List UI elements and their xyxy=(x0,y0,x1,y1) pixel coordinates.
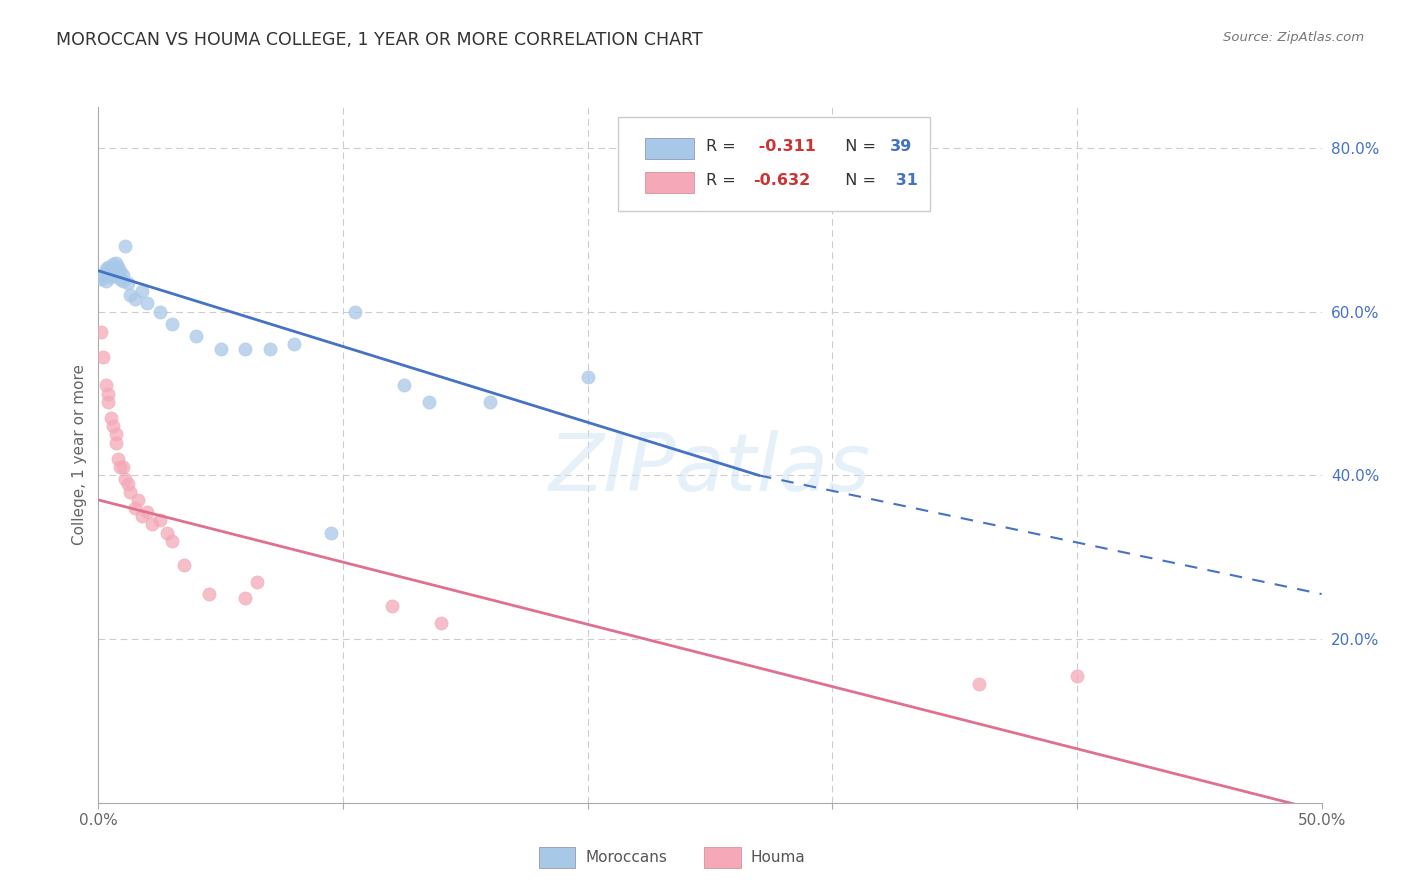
Point xyxy=(259,342,281,356)
Text: N =: N = xyxy=(835,172,882,187)
Text: -0.632: -0.632 xyxy=(752,172,810,187)
Point xyxy=(107,452,129,467)
Point xyxy=(110,272,132,286)
Point xyxy=(104,427,127,442)
Point xyxy=(100,270,122,285)
Point xyxy=(131,284,153,298)
Point xyxy=(246,574,269,589)
Point xyxy=(319,525,342,540)
Point xyxy=(94,274,117,288)
FancyBboxPatch shape xyxy=(619,118,931,211)
Text: Moroccans: Moroccans xyxy=(585,849,666,864)
FancyBboxPatch shape xyxy=(645,172,695,193)
Point xyxy=(160,317,183,331)
Point xyxy=(97,260,120,274)
Point xyxy=(283,337,305,351)
Point xyxy=(90,325,112,339)
Text: 31: 31 xyxy=(890,172,918,187)
Text: R =: R = xyxy=(706,139,741,154)
Y-axis label: College, 1 year or more: College, 1 year or more xyxy=(72,365,87,545)
Point xyxy=(120,288,142,302)
Point xyxy=(97,386,120,401)
Point xyxy=(101,257,124,271)
Text: MOROCCAN VS HOUMA COLLEGE, 1 YEAR OR MORE CORRELATION CHART: MOROCCAN VS HOUMA COLLEGE, 1 YEAR OR MOR… xyxy=(56,31,703,49)
Point xyxy=(114,473,136,487)
Point xyxy=(104,265,127,279)
Point xyxy=(104,255,127,269)
Text: 39: 39 xyxy=(890,139,912,154)
Point xyxy=(100,411,122,425)
Point xyxy=(136,505,159,519)
FancyBboxPatch shape xyxy=(645,138,695,159)
Point xyxy=(111,460,134,475)
Point xyxy=(101,268,124,282)
Point xyxy=(91,268,114,282)
Point xyxy=(209,342,232,356)
Point xyxy=(478,394,501,409)
Point xyxy=(107,260,129,274)
Point xyxy=(149,304,172,318)
Point xyxy=(160,533,183,548)
Point xyxy=(111,274,134,288)
Text: Source: ZipAtlas.com: Source: ZipAtlas.com xyxy=(1223,31,1364,45)
Point xyxy=(111,268,134,282)
FancyBboxPatch shape xyxy=(704,847,741,868)
Point xyxy=(430,615,453,630)
Point xyxy=(117,276,139,290)
Text: -0.311: -0.311 xyxy=(752,139,815,154)
Point xyxy=(136,296,159,310)
Point xyxy=(141,517,163,532)
Point xyxy=(149,513,172,527)
Point xyxy=(418,394,440,409)
Text: R =: R = xyxy=(706,172,741,187)
Point xyxy=(173,558,195,573)
Text: N =: N = xyxy=(835,139,882,154)
Point xyxy=(100,264,122,278)
Point xyxy=(233,342,256,356)
Point xyxy=(94,378,117,392)
Point xyxy=(156,525,179,540)
Point xyxy=(104,435,127,450)
Point xyxy=(114,239,136,253)
Point xyxy=(233,591,256,606)
Point xyxy=(344,304,367,318)
Point xyxy=(94,262,117,277)
Point xyxy=(858,133,880,147)
Point xyxy=(197,587,219,601)
Point xyxy=(576,370,599,384)
Point xyxy=(97,394,120,409)
Text: Houma: Houma xyxy=(751,849,806,864)
Point xyxy=(186,329,208,343)
FancyBboxPatch shape xyxy=(538,847,575,868)
Point xyxy=(120,484,142,499)
Point xyxy=(127,492,149,507)
Point xyxy=(90,272,112,286)
Point xyxy=(381,599,404,614)
Point xyxy=(101,419,124,434)
Point xyxy=(117,476,139,491)
Point xyxy=(91,350,114,364)
Point xyxy=(110,460,132,475)
Point xyxy=(967,677,990,691)
Point xyxy=(392,378,416,392)
Point xyxy=(131,509,153,524)
Point xyxy=(110,264,132,278)
Point xyxy=(1066,669,1088,683)
Point xyxy=(97,265,120,279)
Point xyxy=(107,268,129,282)
Point xyxy=(808,125,831,139)
Text: ZIPatlas: ZIPatlas xyxy=(548,430,872,508)
Point xyxy=(124,501,146,516)
Point xyxy=(124,293,146,307)
